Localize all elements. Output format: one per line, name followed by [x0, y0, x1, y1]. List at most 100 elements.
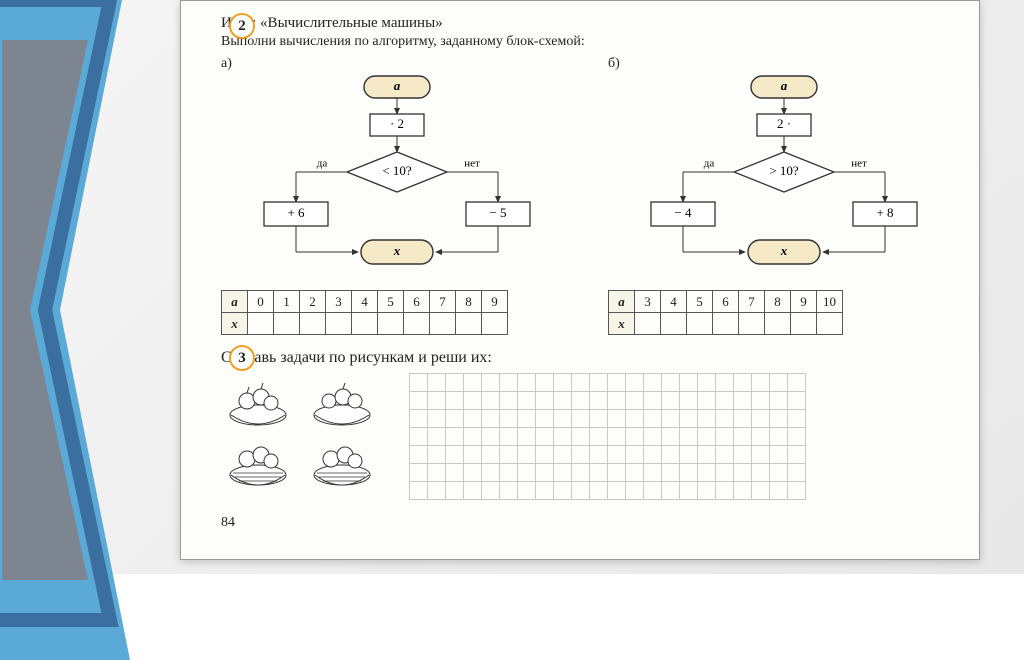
flow-a-yes-op: + 6	[287, 205, 305, 220]
basket-icon	[305, 373, 379, 427]
table-b-cell: 10	[817, 291, 843, 313]
grid-cell	[517, 427, 536, 446]
table-a-cell	[456, 313, 482, 335]
table-a-cell: 4	[352, 291, 378, 313]
grid-cell	[445, 481, 464, 500]
page-number: 84	[221, 515, 959, 531]
grid-cell	[535, 463, 554, 482]
grid-cell	[463, 463, 482, 482]
grid-cell	[499, 373, 518, 392]
table-b-cell	[739, 313, 765, 335]
grid-cell	[733, 409, 752, 428]
grid-cell	[769, 481, 788, 500]
table-a-cell: 0	[248, 291, 274, 313]
grid-cell	[571, 481, 590, 500]
grid-cell	[733, 391, 752, 410]
table-a-cell	[326, 313, 352, 335]
grid-cell	[661, 445, 680, 464]
grid-cell	[607, 391, 626, 410]
grid-cell	[499, 463, 518, 482]
grid-cell	[787, 391, 806, 410]
grid-cell	[697, 481, 716, 500]
table-a-cell: 5	[378, 291, 404, 313]
table-b-cell: 4	[661, 291, 687, 313]
grid-cell	[625, 409, 644, 428]
flow-a-yes-label: да	[316, 158, 327, 170]
exercise-3: 3 Составь задачи по рисункам и реши их:	[221, 349, 959, 499]
table-b-cell	[765, 313, 791, 335]
grid-cell	[571, 373, 590, 392]
grid-cell	[751, 481, 770, 500]
part-a-label: а)	[221, 56, 572, 72]
grid-cell	[499, 481, 518, 500]
table-b-cell	[635, 313, 661, 335]
grid-cell	[697, 373, 716, 392]
flow-b-decision: > 10?	[769, 163, 799, 178]
grid-cell	[589, 391, 608, 410]
table-b-cell: 8	[765, 291, 791, 313]
grid-cell	[643, 409, 662, 428]
table-b-row-a-label: a	[609, 291, 635, 313]
grid-cell	[769, 391, 788, 410]
grid-cell	[553, 463, 572, 482]
exercise-3-text: Составь задачи по рисункам и реши их:	[221, 349, 959, 367]
grid-cell	[643, 427, 662, 446]
grid-cell	[571, 445, 590, 464]
grid-cell	[553, 427, 572, 446]
grid-cell	[643, 391, 662, 410]
grid-cell	[697, 463, 716, 482]
table-a-cell	[404, 313, 430, 335]
grid-cell	[571, 391, 590, 410]
flowchart-b: a 2 · > 10? да нет − 4	[629, 74, 939, 284]
exercise-2-subtitle: Выполни вычисления по алгоритму, заданно…	[221, 34, 959, 50]
grid-cell	[571, 463, 590, 482]
part-b-label: б)	[608, 56, 959, 72]
grid-cell	[463, 409, 482, 428]
table-a-cell	[300, 313, 326, 335]
grid-cell	[553, 445, 572, 464]
grid-cell	[427, 427, 446, 446]
grid-cell	[607, 373, 626, 392]
grid-cell	[481, 391, 500, 410]
grid-cell	[679, 391, 698, 410]
grid-cell	[769, 463, 788, 482]
table-b-row-x-label: x	[609, 313, 635, 335]
grid-cell	[409, 427, 428, 446]
grid-cell	[661, 427, 680, 446]
grid-cell	[481, 409, 500, 428]
grid-cell	[445, 427, 464, 446]
grid-cell	[481, 463, 500, 482]
grid-cell	[679, 373, 698, 392]
grid-cell	[463, 373, 482, 392]
table-b-cell: 3	[635, 291, 661, 313]
table-a-cell	[274, 313, 300, 335]
flow-a-op1: · 2	[389, 116, 403, 131]
grid-cell	[535, 373, 554, 392]
grid-cell	[769, 427, 788, 446]
grid-cell	[535, 427, 554, 446]
part-b: б) a 2 · > 10? да	[608, 56, 959, 335]
grid-cell	[589, 463, 608, 482]
table-b-cell	[817, 313, 843, 335]
grid-cell	[427, 463, 446, 482]
grid-cell	[733, 373, 752, 392]
grid-cell	[733, 481, 752, 500]
grid-cell	[409, 391, 428, 410]
grid-cell	[769, 373, 788, 392]
table-b-cell	[791, 313, 817, 335]
grid-cell	[697, 409, 716, 428]
grid-cell	[751, 427, 770, 446]
exercise-2-badge: 2	[229, 13, 255, 39]
grid-cell	[607, 409, 626, 428]
grid-cell	[715, 391, 734, 410]
grid-cell	[517, 481, 536, 500]
grid-cell	[553, 391, 572, 410]
table-a-cell: 6	[404, 291, 430, 313]
table-a-row-x-label: x	[222, 313, 248, 335]
table-b-cell: 6	[713, 291, 739, 313]
grid-cell	[607, 463, 626, 482]
grid-cell	[589, 373, 608, 392]
grid-cell	[787, 481, 806, 500]
grid-cell	[769, 409, 788, 428]
grid-cell	[571, 427, 590, 446]
